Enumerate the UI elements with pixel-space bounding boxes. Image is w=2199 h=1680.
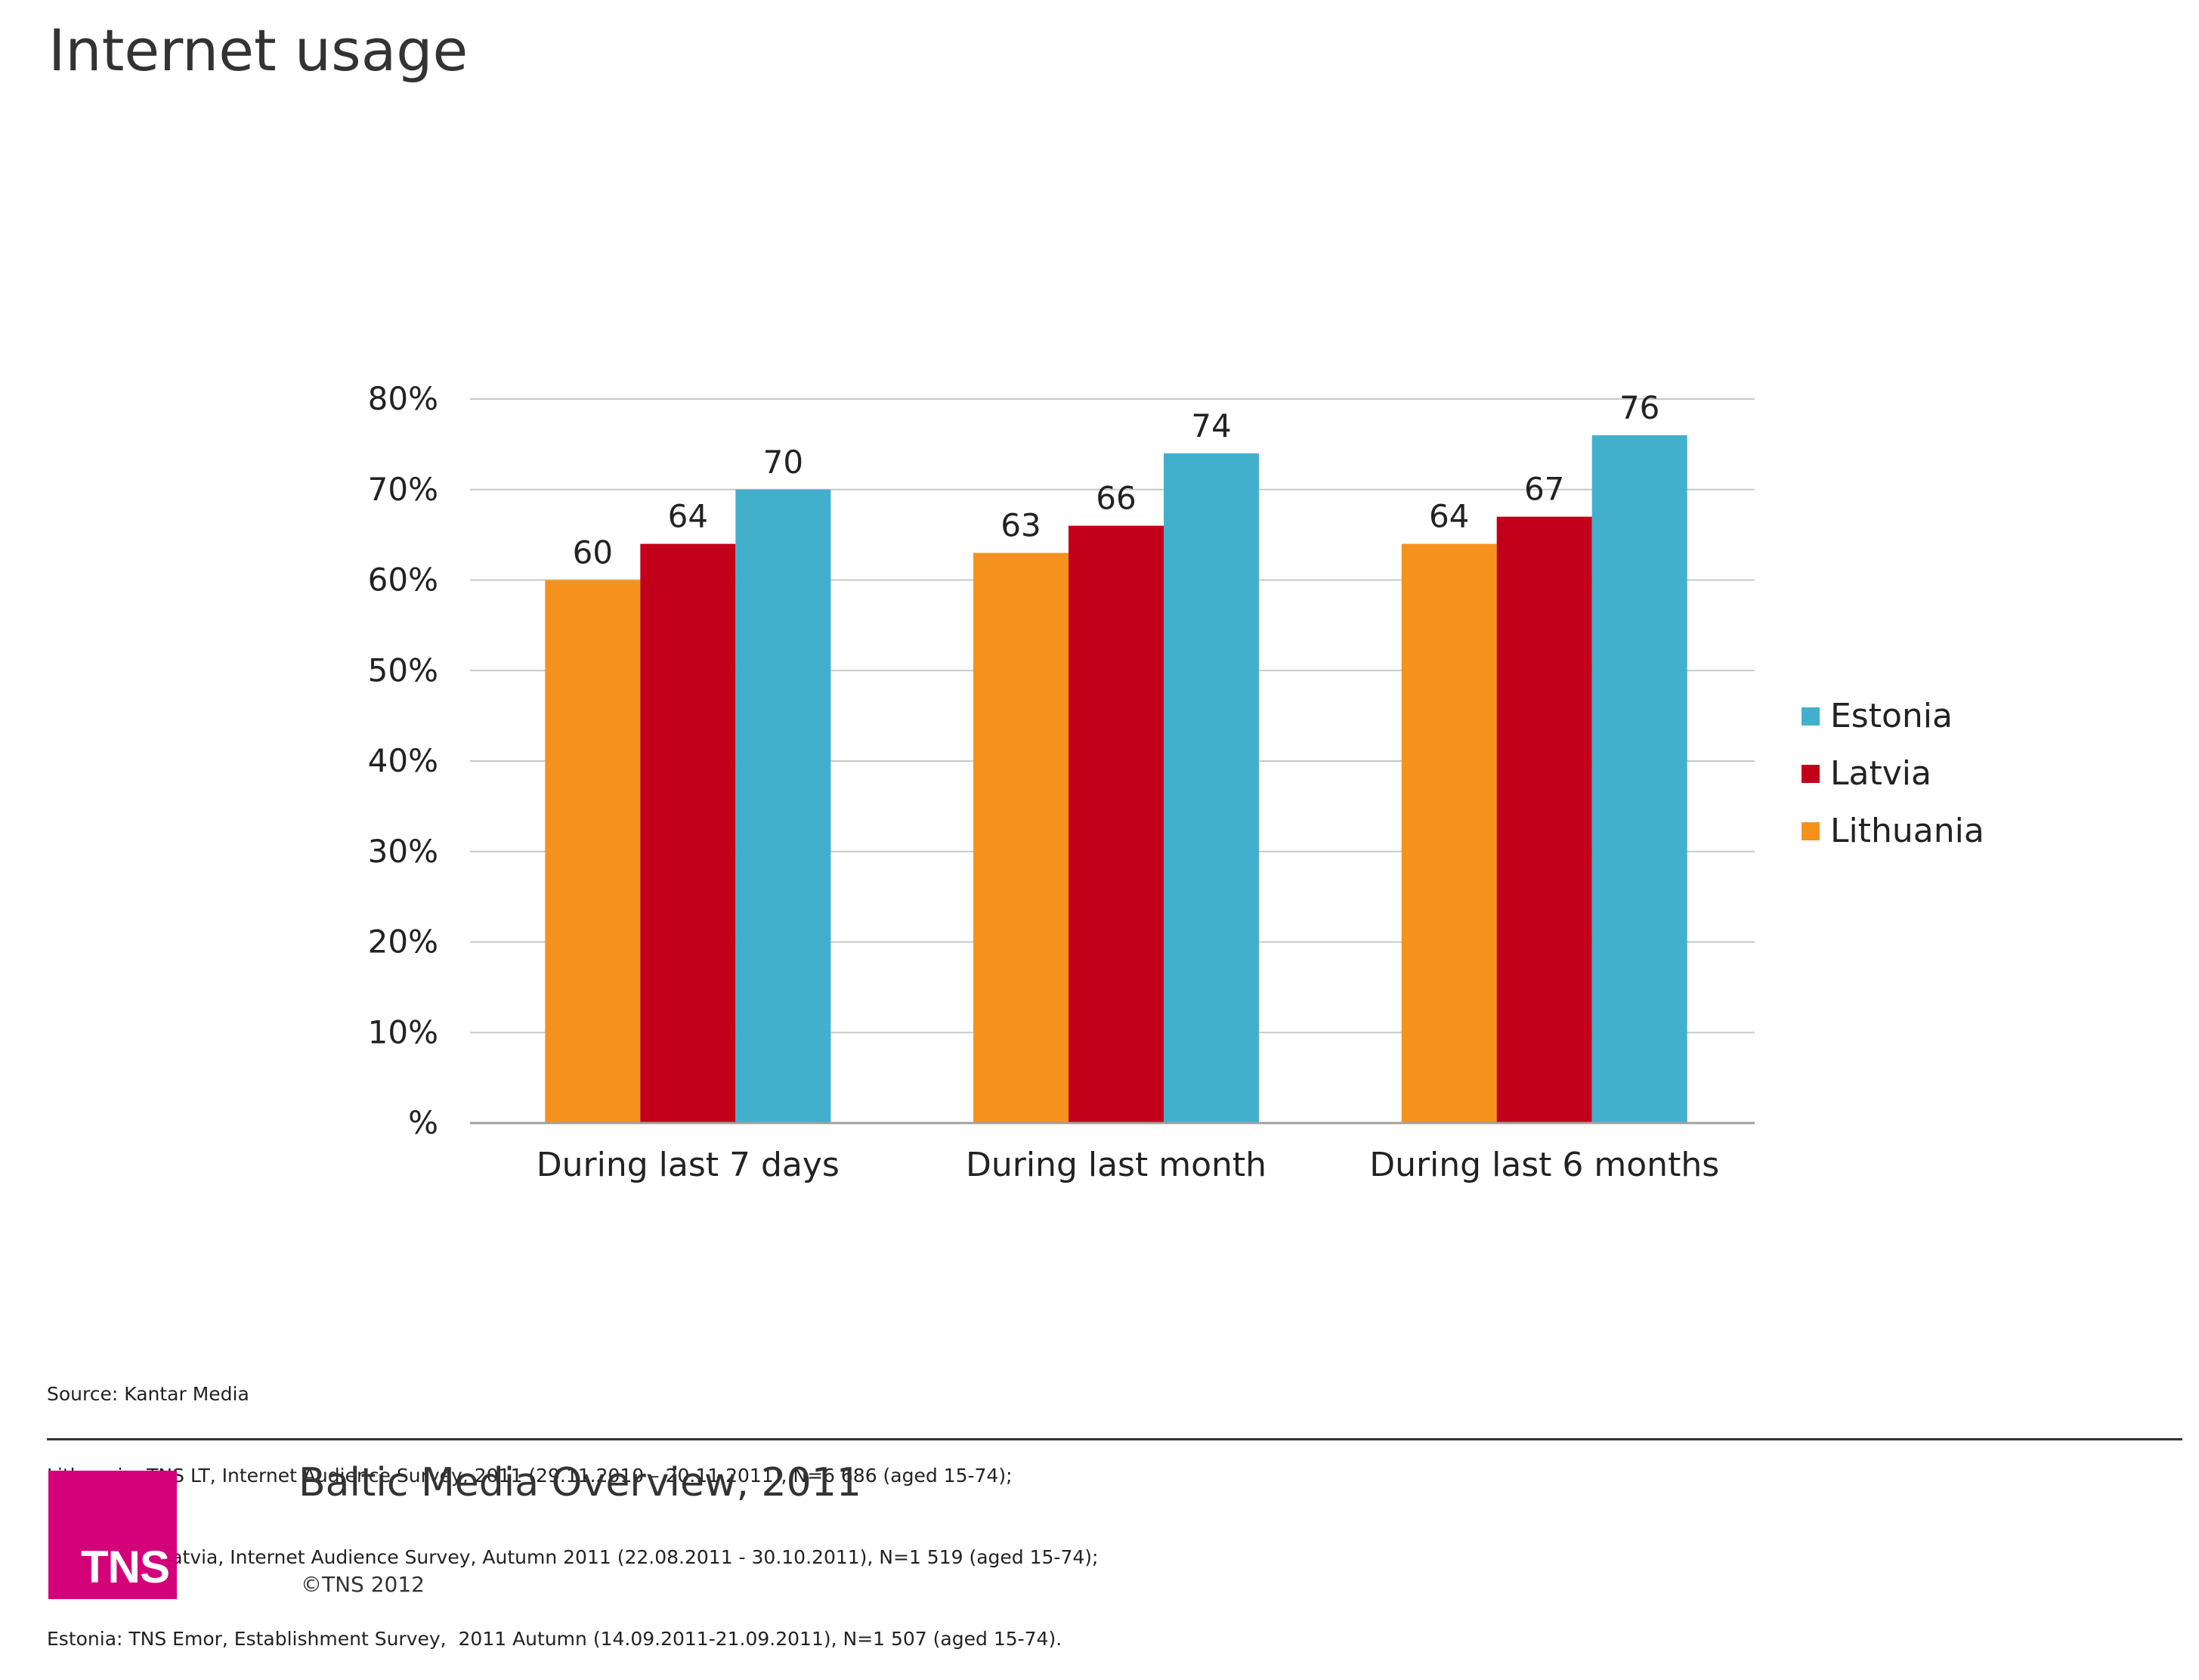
- data-label: 64: [668, 498, 708, 535]
- legend-label-lithuania: Lithuania: [1830, 812, 1984, 850]
- y-tick-label: 20%: [368, 924, 438, 961]
- footer-divider: [47, 1438, 2182, 1440]
- bar-lithuania: [545, 580, 641, 1123]
- y-tick-label: 80%: [368, 380, 438, 417]
- source-line: Source: Kantar Media: [47, 1383, 249, 1405]
- copyright: ©TNS 2012: [301, 1572, 425, 1597]
- bar-lithuania: [1401, 543, 1497, 1123]
- y-tick-label: 10%: [368, 1013, 438, 1050]
- tns-logo: TNS: [48, 1471, 177, 1599]
- source-line-estonia: Estonia: TNS Emor, Establishment Survey,…: [47, 1628, 1062, 1650]
- data-label: 60: [573, 534, 613, 571]
- source-line-latvia: Latvia: TNS Latvia, Internet Audience Su…: [47, 1546, 1099, 1568]
- page-title: Internet usage: [48, 17, 469, 84]
- y-tick-label: 30%: [368, 833, 438, 870]
- data-label: 70: [763, 444, 803, 481]
- x-tick-label: During last 7 days: [537, 1146, 840, 1184]
- data-label: 74: [1191, 407, 1231, 444]
- data-label: 76: [1619, 389, 1659, 426]
- bar-lithuania: [973, 552, 1069, 1123]
- bar-latvia: [1069, 525, 1164, 1123]
- legend-label-estonia: Estonia: [1830, 697, 1953, 735]
- x-tick-label: During last 6 months: [1369, 1146, 1719, 1184]
- data-label: 66: [1096, 480, 1136, 517]
- y-tick-label: 40%: [368, 742, 438, 779]
- bar-latvia: [640, 543, 736, 1123]
- data-label: 64: [1429, 498, 1469, 535]
- legend-label-latvia: Latvia: [1830, 754, 1931, 793]
- bar-estonia: [735, 489, 831, 1123]
- bar-chart: % 10% 20% 30% 40% 50% 60% 70% 80% 60 64 70 During la…: [368, 380, 1984, 1184]
- bar-estonia: [1164, 453, 1259, 1123]
- data-label: 63: [1001, 507, 1041, 544]
- y-tick-label: %: [408, 1104, 438, 1141]
- footer-title: Baltic Media Overview, 2011: [298, 1460, 861, 1505]
- y-tick-label: 50%: [368, 651, 438, 688]
- y-tick-label: 70%: [368, 471, 438, 508]
- bar-latvia: [1496, 516, 1592, 1123]
- x-tick-label: During last month: [966, 1146, 1267, 1184]
- logo-text: TNS: [81, 1542, 170, 1592]
- legend-swatch-latvia: [1802, 765, 1820, 783]
- bar-estonia: [1591, 435, 1687, 1123]
- legend-swatch-lithuania: [1802, 822, 1820, 840]
- y-tick-label: 60%: [368, 562, 438, 599]
- data-label: 67: [1524, 471, 1564, 508]
- legend-swatch-estonia: [1802, 707, 1820, 726]
